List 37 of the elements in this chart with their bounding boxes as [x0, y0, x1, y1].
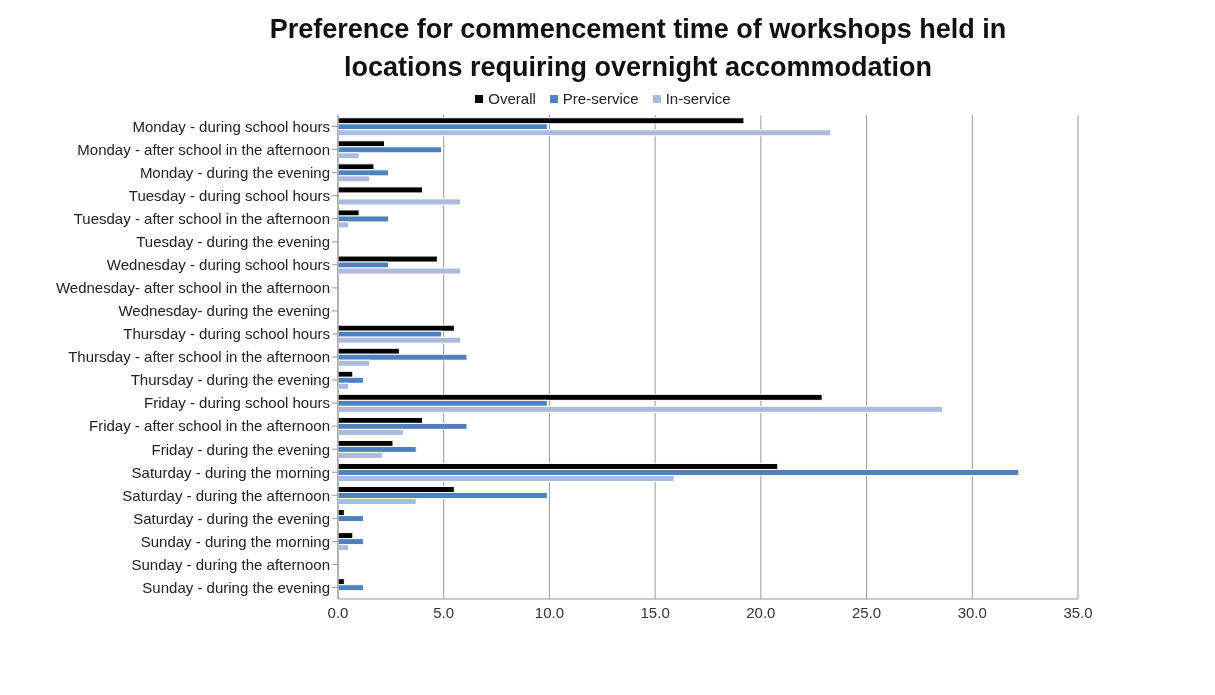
legend-label: Overall — [487, 90, 536, 107]
y-tick-label: Monday - after school in the afternoon — [77, 140, 330, 158]
bar — [338, 198, 462, 206]
y-tick-label: Sunday - during the evening — [142, 578, 330, 596]
y-tick-label: Monday - during the evening — [139, 163, 330, 181]
y-tick-label: Sunday - during the morning — [140, 532, 330, 550]
x-tick-label: 0.0 — [327, 603, 349, 621]
x-tick-label: 15.0 — [640, 603, 670, 621]
y-tick-label: Sunday - during the afternoon — [131, 555, 330, 573]
y-tick-label: Wednesday- after school in the afternoon — [55, 279, 330, 297]
x-tick-label: 30.0 — [957, 603, 987, 621]
y-tick-label: Thursday - during school hours — [123, 325, 330, 343]
x-tick-label: 20.0 — [746, 603, 776, 621]
bar — [338, 186, 424, 194]
x-tick-label: 5.0 — [433, 603, 455, 621]
y-tick-label: Thursday - during the evening — [130, 371, 330, 389]
y-tick-label: Wednesday - during school hours — [106, 256, 330, 274]
y-tick-label: Tuesday - during school hours — [128, 186, 330, 204]
y-tick-label: Tuesday - after school in the afternoon — [73, 210, 330, 228]
y-tick-label: Saturday - during the morning — [131, 463, 330, 481]
y-tick-label: Wednesday- during the evening — [118, 302, 330, 320]
x-tick-label: 10.0 — [534, 603, 565, 621]
y-tick-label: Friday - after school in the afternoon — [89, 417, 330, 435]
x-tick-label: 35.0 — [1063, 603, 1093, 621]
y-tick-label: Thursday - after school in the afternoon — [68, 348, 330, 366]
y-tick-label: Friday - during school hours — [144, 394, 330, 412]
y-tick-label: Saturday - during the evening — [133, 509, 330, 527]
legend-label: In-service — [664, 90, 731, 107]
x-tick-label: 25.0 — [851, 603, 882, 621]
y-tick-label: Monday - during school hours — [132, 117, 330, 135]
legend-label: Pre-service — [561, 90, 639, 107]
y-tick-label: Friday - during the evening — [151, 440, 330, 458]
bar — [338, 255, 438, 263]
y-tick-label: Saturday - during the afternoon — [122, 486, 330, 504]
bar — [338, 117, 745, 125]
chart-title: Preference for commencement time of workshops held in locations requiring overnight accommodation — [268, 13, 1008, 84]
y-tick-label: Tuesday - during the evening — [136, 233, 330, 251]
